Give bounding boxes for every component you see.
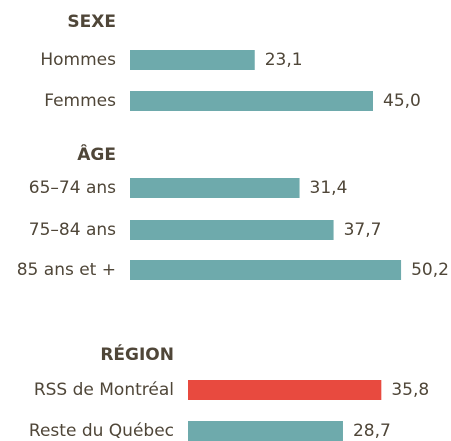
group-title: RÉGION (100, 343, 174, 365)
category-label: 85 ans et + (17, 260, 116, 280)
value-label: 31,4 (310, 178, 348, 198)
bar (130, 178, 300, 198)
value-label: 37,7 (344, 220, 382, 240)
value-label: 35,8 (391, 380, 429, 400)
category-label: 75–84 ans (29, 220, 116, 240)
bar (130, 91, 373, 111)
bar (188, 380, 382, 400)
group-title: ÂGE (77, 143, 116, 165)
category-label: 65–74 ans (29, 178, 116, 198)
category-label: RSS de Montréal (34, 380, 174, 400)
category-label: Hommes (40, 50, 116, 70)
value-label: 23,1 (265, 50, 303, 70)
bar (188, 421, 343, 441)
bar (130, 260, 402, 280)
bar (130, 220, 334, 240)
bar (130, 50, 255, 70)
value-label: 45,0 (383, 91, 421, 111)
category-label: Femmes (44, 91, 116, 111)
value-label: 50,2 (411, 260, 449, 280)
value-label: 28,7 (353, 421, 391, 441)
category-label: Reste du Québec (29, 421, 174, 441)
group-title: SEXE (67, 12, 116, 32)
